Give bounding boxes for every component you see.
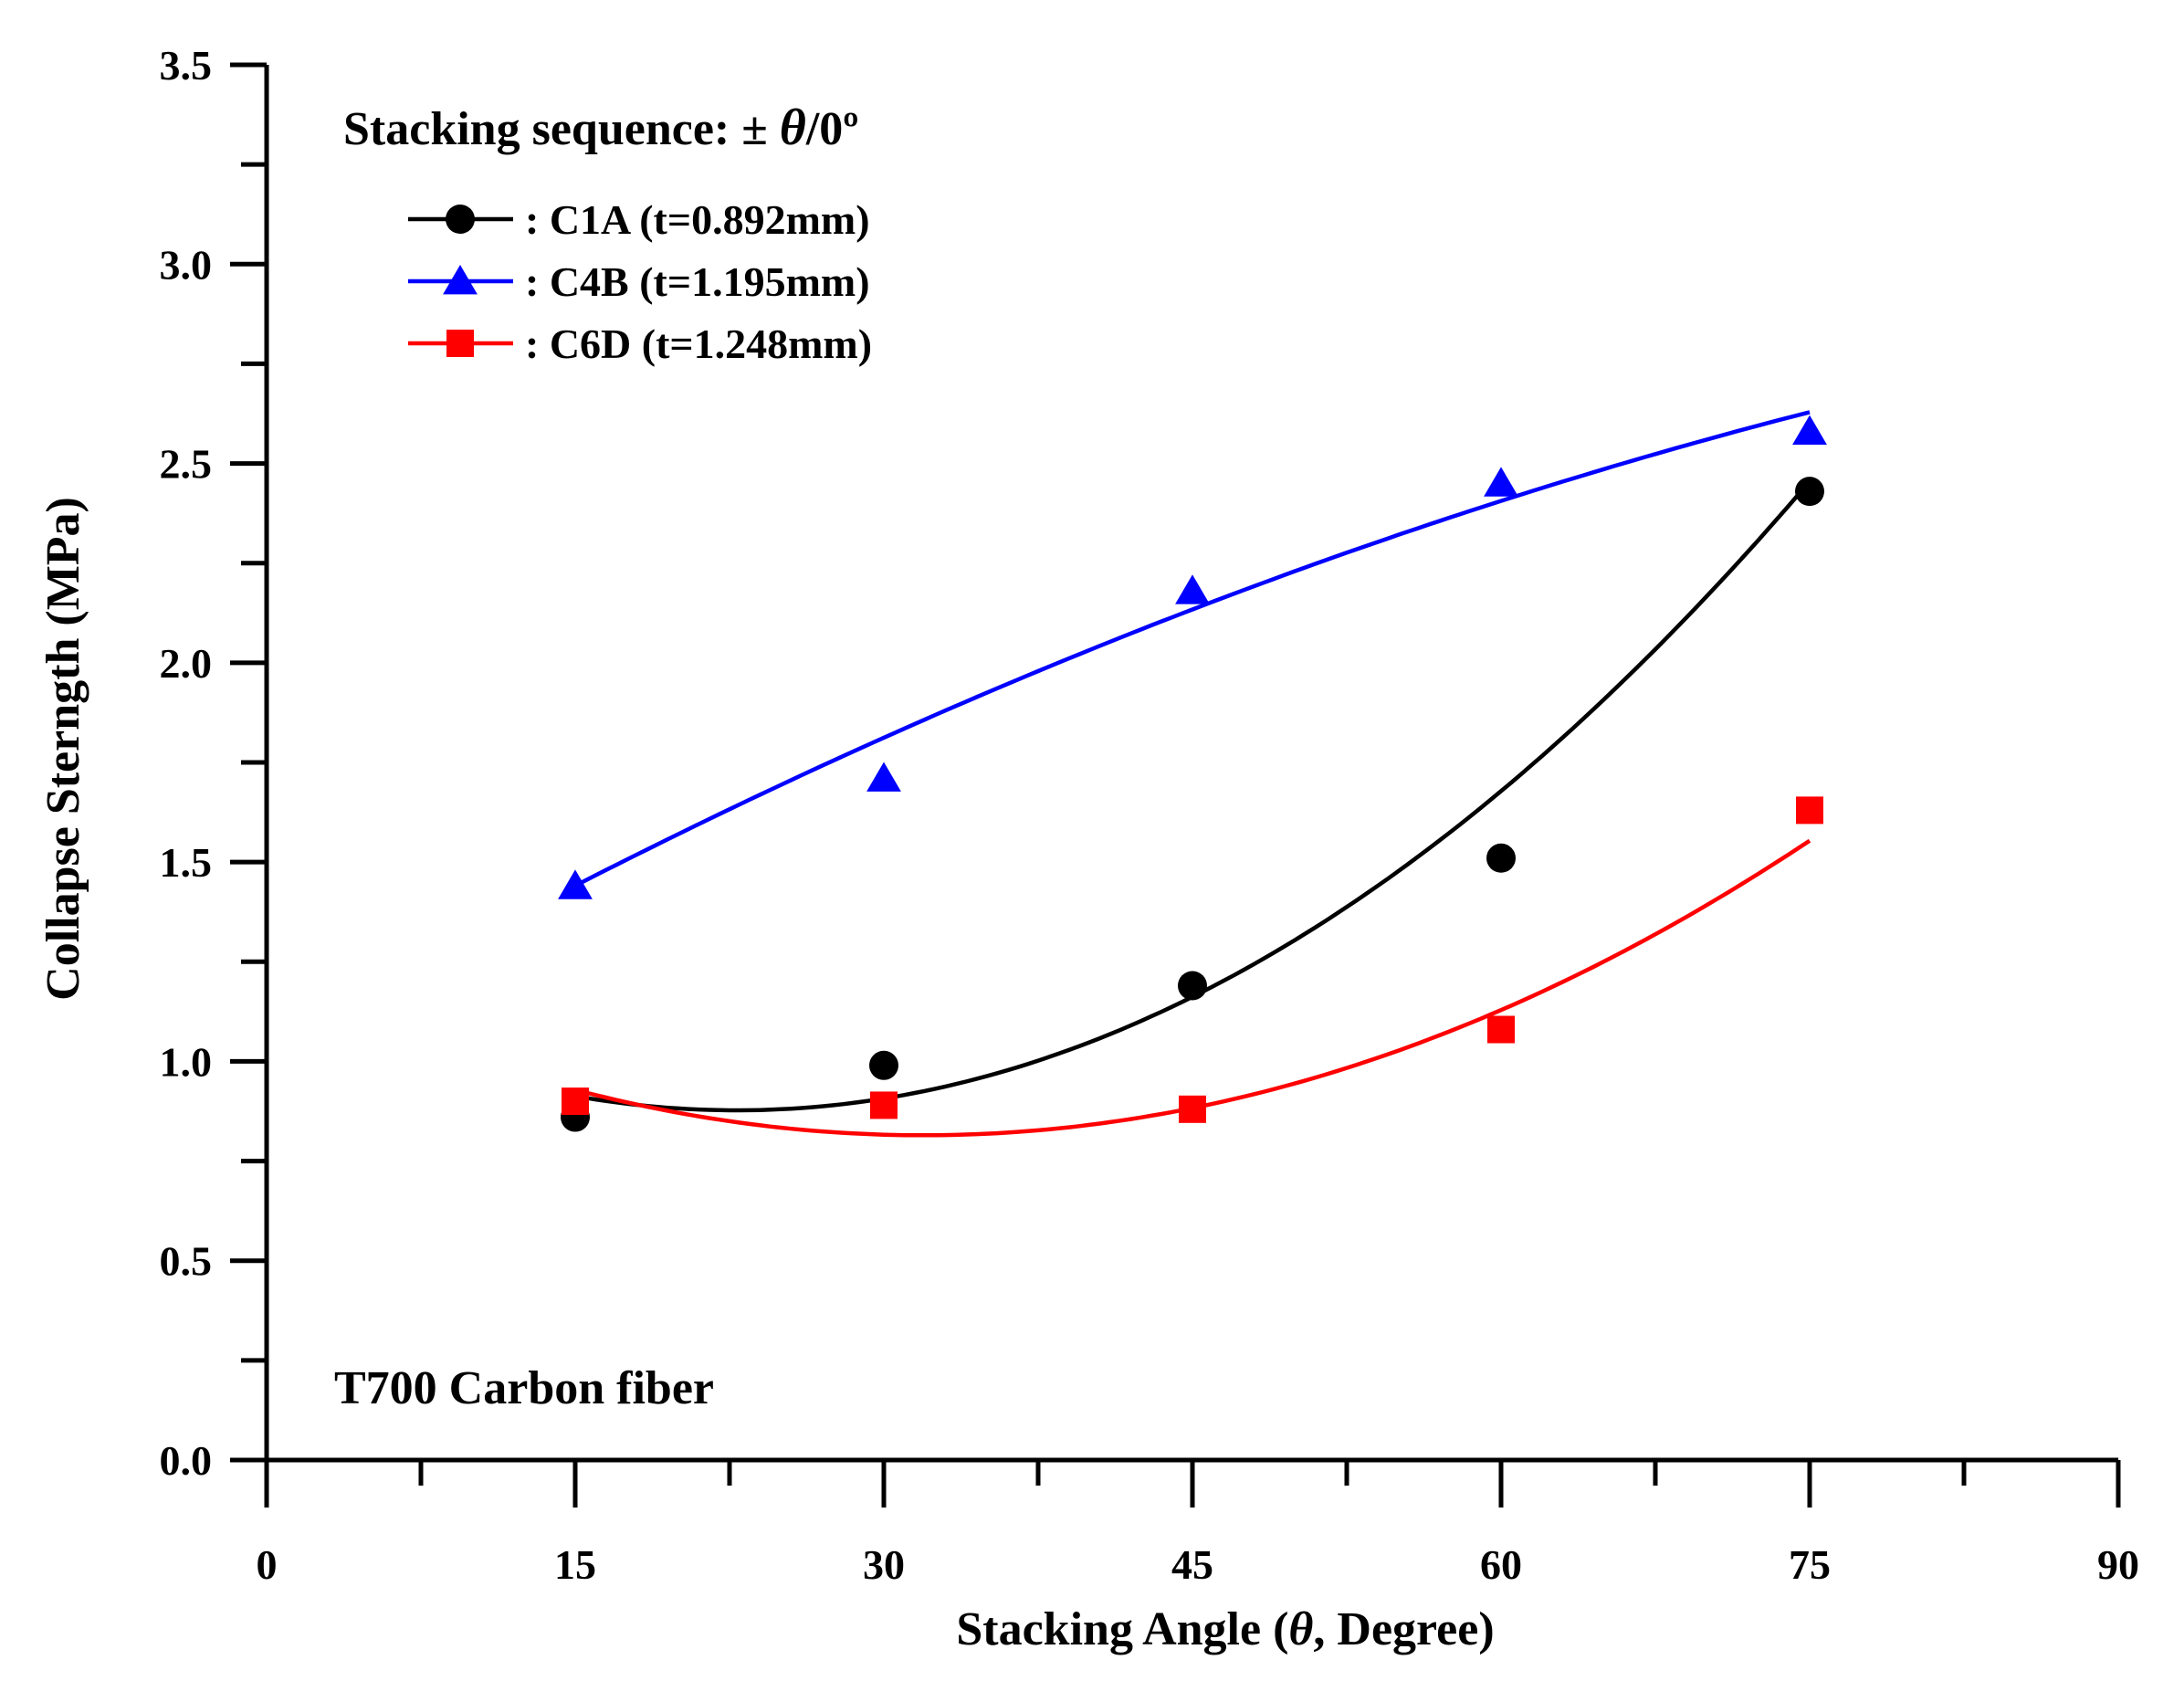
legend-title-prefix: Stacking sequence: ± <box>343 103 780 155</box>
data-point-s1-3 <box>1178 971 1207 1001</box>
y-axis-title: Collapse Sterngth (MPa) <box>37 497 89 1001</box>
y-tick-label: 1.5 <box>160 839 213 886</box>
annotation: T700 Carbon fiber <box>334 1362 714 1414</box>
legend-marker-3 <box>446 330 474 357</box>
y-tick-label: 0.5 <box>160 1238 213 1285</box>
legend-title-theta: θ <box>780 100 806 156</box>
data-point-s3-1 <box>562 1087 589 1116</box>
x-tick-label: 75 <box>1789 1541 1831 1588</box>
fit-curve-2 <box>573 410 1811 888</box>
y-tick-label: 1.0 <box>160 1038 213 1085</box>
data-point-s1-2 <box>869 1050 898 1080</box>
data-point-s1-5 <box>1795 477 1824 507</box>
y-tick-label: 2.5 <box>160 441 213 488</box>
data-point-s2-2 <box>866 762 901 792</box>
legend-label-1: : C1A (t=0.892mm) <box>525 196 870 243</box>
data-point-s2-5 <box>1792 415 1827 446</box>
x-axis-title-prefix: Stacking Angle ( <box>956 1603 1288 1655</box>
y-tick-label: 3.5 <box>160 42 213 89</box>
data-point-s3-3 <box>1179 1095 1206 1123</box>
data-point-s3-4 <box>1487 1015 1515 1044</box>
x-tick-label: 30 <box>863 1541 905 1588</box>
x-axis-title: Stacking Angle (θ, Degree) <box>956 1603 1494 1655</box>
legend-title: Stacking sequence: ± θ/0º <box>343 100 858 156</box>
data-point-s3-5 <box>1796 796 1823 825</box>
x-tick-label: 60 <box>1480 1541 1522 1588</box>
y-tick-label: 2.0 <box>160 640 213 687</box>
x-axis-title-suffix: , Degree) <box>1313 1603 1494 1655</box>
data-point-s2-3 <box>1175 574 1210 604</box>
data-point-s3-2 <box>870 1091 898 1119</box>
x-tick-label: 15 <box>554 1541 596 1588</box>
legend-title-suffix: /0º <box>805 103 859 155</box>
fit-curves <box>573 410 1811 1138</box>
data-point-s2-4 <box>1484 467 1518 497</box>
x-tick-label: 0 <box>257 1541 278 1588</box>
x-tick-label: 90 <box>2097 1541 2139 1588</box>
x-tick-label: 45 <box>1171 1541 1213 1588</box>
data-point-s1-4 <box>1486 843 1516 873</box>
legend-label-3: : C6D (t=1.248mm) <box>525 320 872 367</box>
y-tick-label: 3.0 <box>160 241 213 288</box>
legend-label-2: : C4B (t=1.195mm) <box>525 258 870 305</box>
data-markers <box>558 415 1827 1132</box>
x-axis-title-theta: θ <box>1288 1603 1313 1655</box>
axes: 0 15 30 45 60 75 90 0.0 0.5 1.0 1.5 2.0 2.5 3.0 3.5 <box>160 42 2140 1588</box>
legend: : C1A (t=0.892mm) : C4B (t=1.195mm) : C6D … <box>408 196 872 367</box>
data-point-s2-1 <box>558 869 593 899</box>
legend-marker-1 <box>446 205 475 234</box>
y-tick-label: 0.0 <box>160 1437 213 1484</box>
legend-marker-2 <box>443 265 478 295</box>
